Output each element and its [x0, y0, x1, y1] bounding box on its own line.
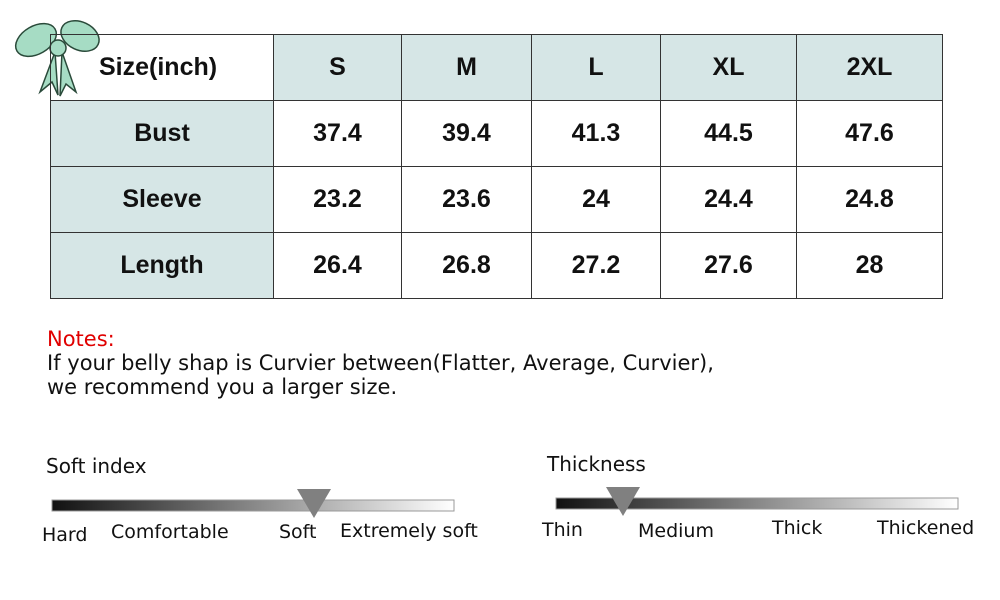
header-cell: L — [531, 34, 661, 101]
table-cell: 47.6 — [796, 100, 943, 167]
scale-label: Thin — [542, 519, 583, 541]
notes-title: Notes: — [47, 327, 115, 351]
table-cell: 24 — [531, 166, 661, 233]
header-corner: Size(inch) — [50, 34, 274, 101]
scale-label: Hard — [42, 524, 88, 546]
table-cell: 26.4 — [273, 232, 402, 299]
indicator — [297, 489, 331, 518]
row-label: Length — [50, 232, 274, 299]
table-cell: 27.2 — [531, 232, 661, 299]
scale-label: Comfortable — [111, 521, 229, 543]
row-label: Sleeve — [50, 166, 274, 233]
scale-label: Thick — [772, 517, 823, 539]
header-cell: XL — [660, 34, 797, 101]
header-cell: S — [273, 34, 402, 101]
table-cell: 37.4 — [273, 100, 402, 167]
table-cell: 24.4 — [660, 166, 797, 233]
thickness-bar — [555, 497, 959, 510]
indicator — [606, 487, 640, 516]
scale-label: Extremely soft — [340, 520, 478, 542]
header-cell: M — [401, 34, 532, 101]
notes-line: we recommend you a larger size. — [47, 375, 398, 399]
scale-label: Medium — [638, 520, 714, 542]
table-cell: 28 — [796, 232, 943, 299]
scale-label: Soft — [279, 521, 317, 543]
table-cell: 41.3 — [531, 100, 661, 167]
table-cell: 24.8 — [796, 166, 943, 233]
table-cell: 39.4 — [401, 100, 532, 167]
soft-bar — [51, 499, 455, 512]
scale-label: Thickened — [877, 517, 975, 539]
notes-line: If your belly shap is Curvier between(Fl… — [47, 351, 714, 375]
scale-title: Thickness — [547, 452, 646, 476]
table-cell: 26.8 — [401, 232, 532, 299]
header-cell: 2XL — [796, 34, 943, 101]
row-label: Bust — [50, 100, 274, 167]
table-cell: 27.6 — [660, 232, 797, 299]
table-cell: 23.6 — [401, 166, 532, 233]
table-cell: 44.5 — [660, 100, 797, 167]
scale-title: Soft index — [46, 454, 147, 478]
table-cell: 23.2 — [273, 166, 402, 233]
